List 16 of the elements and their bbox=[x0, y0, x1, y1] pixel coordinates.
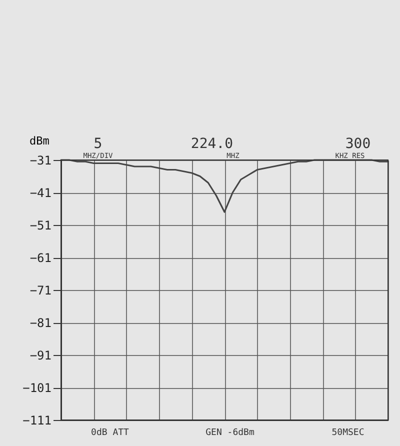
y-axis-title: dBm bbox=[30, 134, 50, 148]
y-tick-label: −71 bbox=[30, 284, 52, 298]
y-tick-label: −111 bbox=[22, 414, 52, 428]
y-tick-label: −41 bbox=[30, 186, 52, 200]
text: 50MSEC bbox=[332, 428, 364, 438]
text: 0dB ATT bbox=[91, 428, 130, 438]
y-tick-label: −31 bbox=[30, 154, 52, 168]
y-tick-label: −51 bbox=[30, 218, 52, 232]
text: GEN -6dBm bbox=[206, 428, 254, 438]
text: 300 bbox=[345, 136, 371, 152]
text: 224.0 bbox=[190, 136, 234, 152]
y-tick-label: −81 bbox=[30, 316, 52, 330]
text: 5 bbox=[94, 136, 102, 152]
y-tick-label: −61 bbox=[30, 251, 52, 265]
y-tick-label: −91 bbox=[30, 348, 52, 362]
y-tick-label: −101 bbox=[22, 381, 52, 395]
